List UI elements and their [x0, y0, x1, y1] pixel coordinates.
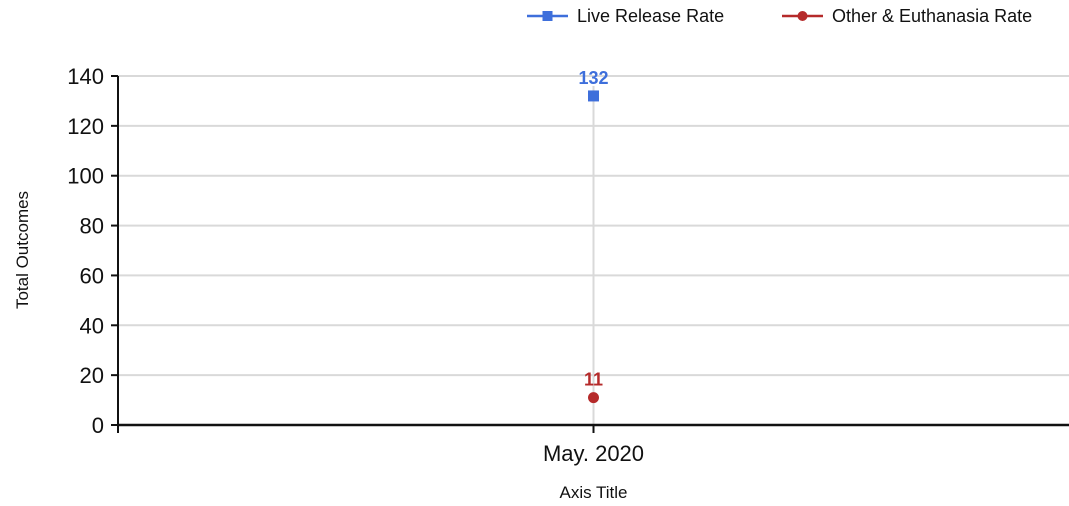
- legend-item-0[interactable]: Live Release Rate: [527, 6, 724, 26]
- legend-label-1: Other & Euthanasia Rate: [832, 6, 1032, 26]
- series-0-data-label-0: 132: [578, 68, 608, 88]
- y-axis-title: Total Outcomes: [13, 191, 32, 309]
- y-tick-label-0: 0: [92, 413, 104, 438]
- series-layer: 132 11: [578, 68, 609, 404]
- y-tick-label-120: 120: [67, 114, 104, 139]
- y-tick-label-100: 100: [67, 164, 104, 189]
- series-1-point-0: [588, 392, 599, 404]
- series-0: 132: [578, 68, 609, 102]
- legend-marker-circle-icon: [797, 11, 808, 21]
- y-axis-ticks: 0 20 40 60 80 100 120 140: [67, 64, 118, 438]
- y-tick-label-60: 60: [80, 263, 104, 288]
- y-tick-label-40: 40: [80, 313, 104, 338]
- series-0-point-0: [588, 90, 599, 102]
- x-tick-label-0: May. 2020: [543, 441, 644, 466]
- y-tick-label-80: 80: [80, 214, 104, 239]
- legend-marker-square-icon: [542, 11, 553, 21]
- x-axis-ticks: May. 2020: [117, 425, 644, 466]
- y-tick-label-140: 140: [67, 64, 104, 89]
- series-1-data-label-0: 11: [584, 370, 603, 390]
- legend-label-0: Live Release Rate: [577, 6, 724, 26]
- series-1: 11: [584, 370, 603, 404]
- x-axis-title: Axis Title: [559, 483, 627, 502]
- legend-item-1[interactable]: Other & Euthanasia Rate: [782, 6, 1032, 26]
- legend[interactable]: Live Release Rate Other & Euthanasia Rate: [527, 6, 1032, 26]
- y-tick-label-20: 20: [80, 363, 104, 388]
